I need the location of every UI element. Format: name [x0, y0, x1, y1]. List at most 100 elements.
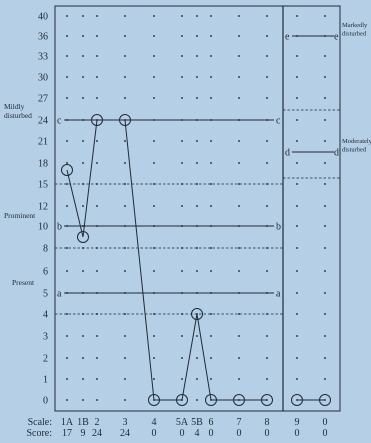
y-tick-label: 12 [38, 202, 48, 213]
series-line-1 [66, 119, 267, 401]
grid-dot [210, 183, 212, 185]
grid-dot [181, 55, 183, 57]
grid-dot [210, 247, 212, 249]
scale-tick-label: 6 [209, 417, 214, 428]
grid-dot [196, 270, 198, 272]
scale-tick-label: 1A [61, 417, 74, 428]
grid-dot [238, 378, 240, 380]
grid-dot [266, 35, 268, 37]
y-tick-label: 36 [38, 32, 48, 43]
grid-dot [124, 35, 126, 37]
grid-dot [96, 140, 98, 142]
grid-dot [153, 76, 155, 78]
threshold-letter: b [276, 222, 281, 233]
data-point [91, 114, 103, 126]
y-tick-label: 1 [43, 375, 48, 386]
grid-dot [324, 247, 326, 249]
grid-dot [196, 76, 198, 78]
grid-dot [210, 15, 212, 17]
y-tick-label: 3 [43, 332, 48, 343]
grid-dot [296, 15, 298, 17]
grid-dot [66, 97, 68, 99]
score-value-label: 0 [209, 428, 214, 438]
grid-dot [238, 97, 240, 99]
y-tick-label: 21 [38, 137, 48, 148]
grid-dot [124, 205, 126, 207]
y-tick-label: 15 [38, 180, 48, 191]
grid-dot [238, 76, 240, 78]
scale-tick-label: 9 [295, 417, 300, 428]
grid-dot [66, 55, 68, 57]
grid-dot [324, 313, 326, 315]
grid-dot [296, 140, 298, 142]
grid-dot [124, 399, 126, 401]
band-label: Prominent [4, 211, 36, 220]
grid-dot [324, 15, 326, 17]
grid-dot [66, 15, 68, 17]
grid-dot [266, 15, 268, 17]
grid-dot [324, 205, 326, 207]
y-tick-label: 18 [38, 159, 48, 170]
grid-dot [238, 205, 240, 207]
grid-dot [266, 97, 268, 99]
grid-dot [82, 357, 84, 359]
side-threshold-letter: d [285, 148, 290, 159]
grid-dot [296, 270, 298, 272]
score-value-label: 0 [152, 428, 157, 438]
data-point [148, 394, 160, 406]
grid-dot [153, 97, 155, 99]
data-point [176, 394, 188, 406]
grid-dot [66, 313, 68, 315]
grid-dot [324, 140, 326, 142]
grid-dot [181, 35, 183, 37]
score-value-label: 24 [120, 428, 130, 438]
y-tick-label: 0 [43, 396, 48, 407]
grid-dot [96, 399, 98, 401]
grid-dot [238, 162, 240, 164]
grid-dot [296, 55, 298, 57]
grid-dot [153, 378, 155, 380]
scale-tick-label: 5A [176, 417, 189, 428]
grid-dot [266, 378, 268, 380]
grid-dot [96, 55, 98, 57]
grid-dot [210, 162, 212, 164]
grid-dot [266, 205, 268, 207]
data-point [291, 394, 303, 406]
grid-dot [66, 162, 68, 164]
score-row-label: Score: [26, 428, 52, 438]
grid-dot [238, 313, 240, 315]
grid-dot [82, 162, 84, 164]
grid-dot [181, 378, 183, 380]
grid-dot [124, 15, 126, 17]
scale-tick-label: 1B [77, 417, 89, 428]
y-tick-label: 24 [38, 116, 48, 127]
y-tick-label: 2 [43, 354, 48, 365]
grid-dot [82, 335, 84, 337]
grid-dot [296, 76, 298, 78]
grid-dot [238, 357, 240, 359]
grid-dot [210, 55, 212, 57]
data-point [77, 231, 89, 243]
data-point [205, 394, 217, 406]
scale-tick-label: 7 [237, 417, 242, 428]
data-point [119, 114, 131, 126]
grid-dot [210, 270, 212, 272]
grid-dot [66, 183, 68, 185]
grid-dot [196, 205, 198, 207]
grid-dot [82, 399, 84, 401]
grid-dot [124, 140, 126, 142]
grid-dot [210, 357, 212, 359]
grid-dot [296, 292, 298, 294]
grid-dot [181, 270, 183, 272]
band-label-line: Mildly [4, 102, 25, 111]
threshold-letter: c [57, 116, 62, 127]
side-band-label: disturbed [342, 31, 367, 38]
grid-dot [324, 76, 326, 78]
band-label-line: disturbed [4, 111, 32, 120]
y-tick-label: 30 [38, 73, 48, 84]
grid-dot [296, 97, 298, 99]
score-value-label: 0 [295, 428, 300, 438]
score-value-label: 0 [323, 428, 328, 438]
grid-dot [324, 357, 326, 359]
grid-dot [82, 76, 84, 78]
